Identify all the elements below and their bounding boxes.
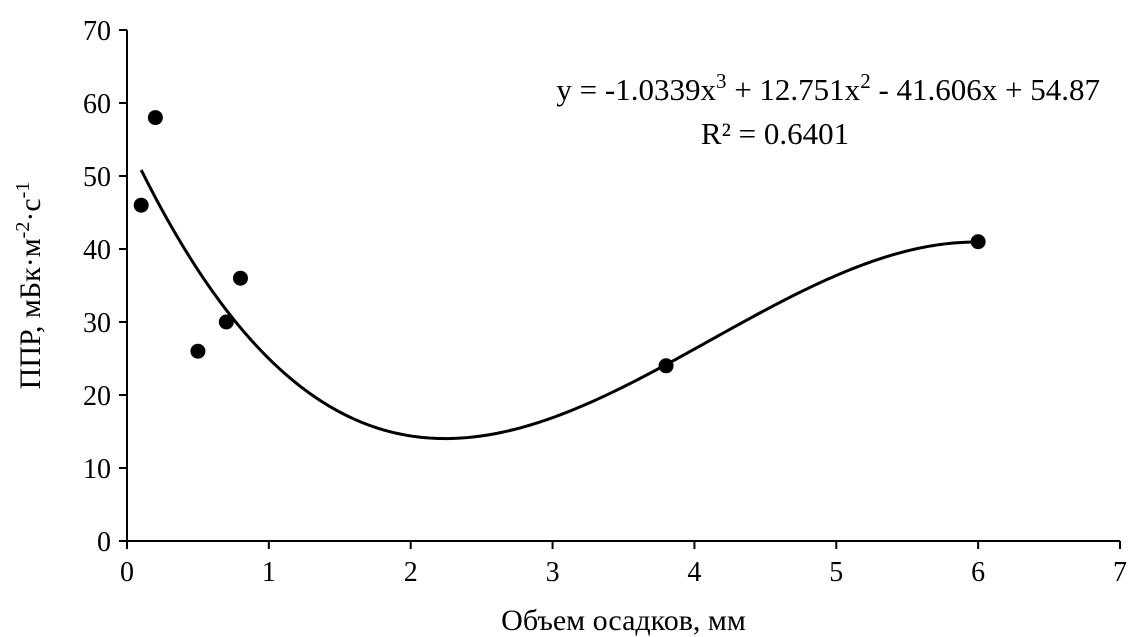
x-tick-label: 4: [687, 557, 701, 588]
x-tick-label: 1: [262, 557, 276, 588]
axes: [126, 30, 1120, 542]
data-point: [970, 234, 986, 250]
x-tick-label: 6: [971, 557, 985, 588]
y-tick-label: 30: [83, 308, 111, 339]
y-axis-title-exp2: -1: [12, 182, 34, 199]
data-point: [218, 314, 234, 330]
y-tick-label: 70: [83, 16, 111, 47]
x-tick-label: 7: [1113, 557, 1127, 588]
equation-sup-3: 3: [716, 69, 727, 93]
y-tick-label: 20: [83, 381, 111, 412]
y-axis-title-mid: ·с: [14, 198, 47, 221]
equation-sup-2: 2: [860, 69, 871, 93]
x-tick-label: 2: [404, 557, 418, 588]
y-axis-title-exp1: -2: [12, 222, 34, 239]
data-point: [147, 110, 163, 126]
y-tick-label: 10: [83, 454, 111, 485]
y-tick-label: 40: [83, 235, 111, 266]
y-axis-title-base: ППР, мБк·м: [14, 238, 47, 389]
data-point: [133, 197, 149, 213]
x-ticks: 0 1 2 3 4 5 6 7: [120, 541, 1127, 588]
x-tick-label: 5: [829, 557, 843, 588]
data-point: [190, 343, 206, 359]
y-tick-label: 50: [83, 162, 111, 193]
x-tick-label: 0: [120, 557, 134, 588]
equation-prefix: y = -1.0339x: [556, 72, 716, 107]
data-point: [232, 270, 248, 286]
y-axis-title: ППР, мБк·м-2·с-1: [12, 182, 47, 390]
trendline-curve: [139, 169, 979, 441]
x-axis-title: Объем осадков, мм: [501, 604, 746, 637]
trendline-equation: y = -1.0339x3 + 12.751x2 - 41.606x + 54.…: [556, 69, 1100, 107]
equation-part3: - 41.606x + 54.87: [871, 72, 1100, 107]
y-ticks: 0 10 20 30 40 50 60 70: [83, 16, 127, 558]
data-points: [133, 110, 986, 374]
y-tick-label: 60: [83, 89, 111, 120]
equation-part2: + 12.751x: [726, 72, 860, 107]
y-tick-label: 0: [97, 527, 111, 558]
x-tick-label: 3: [546, 557, 560, 588]
data-point: [658, 358, 674, 374]
r-squared-label: R² = 0.6401: [701, 116, 849, 151]
